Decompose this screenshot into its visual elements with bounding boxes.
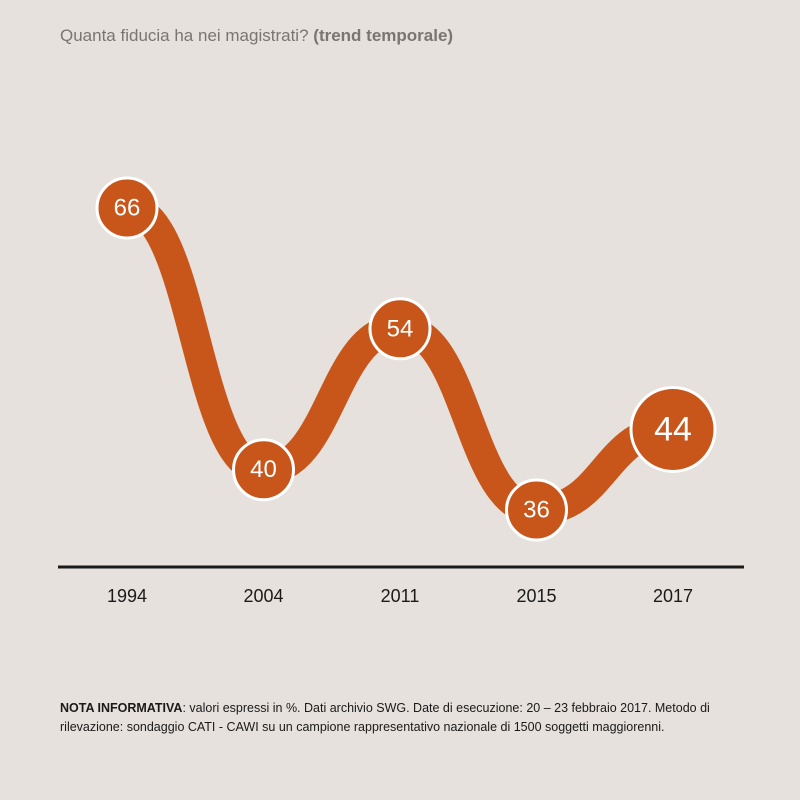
footnote: NOTA INFORMATIVA: valori espressi in %. …: [60, 699, 750, 737]
data-label-2015: 36: [523, 497, 550, 524]
data-label-2004: 40: [250, 456, 277, 483]
title-question: Quanta fiducia ha nei magistrati?: [60, 26, 309, 45]
data-label-1994: 66: [114, 195, 141, 222]
x-tick-labels: 1994 2004 2011 2015 2017: [107, 586, 693, 606]
data-markers: 66 40 54 36 44: [95, 176, 717, 542]
data-label-2011: 54: [387, 315, 414, 342]
footnote-label: NOTA INFORMATIVA: [60, 701, 183, 715]
title-qualifier: (trend temporale): [313, 26, 454, 45]
footnote-text: : valori espressi in %. Dati archivio SW…: [60, 701, 710, 734]
x-tick-label-2017: 2017: [653, 586, 693, 606]
chart-title: Quanta fiducia ha nei magistrati? (trend…: [60, 26, 453, 46]
data-marker-2015: [505, 478, 568, 542]
data-marker-2017: [629, 385, 717, 473]
x-tick-label-1994: 1994: [107, 586, 147, 606]
x-tick-label-2015: 2015: [516, 586, 556, 606]
data-point-2004: 40: [232, 438, 295, 502]
data-point-2017: 44: [629, 385, 717, 473]
data-point-2015: 36: [505, 478, 568, 542]
data-label-2017: 44: [654, 410, 692, 448]
data-marker-2011: [368, 297, 432, 361]
data-point-1994: 66: [95, 176, 159, 240]
x-tick-label-2011: 2011: [381, 586, 420, 606]
data-point-2011: 54: [368, 297, 432, 361]
x-tick-label-2004: 2004: [243, 586, 283, 606]
data-marker-1994: [95, 176, 159, 240]
data-marker-2004: [232, 438, 295, 502]
